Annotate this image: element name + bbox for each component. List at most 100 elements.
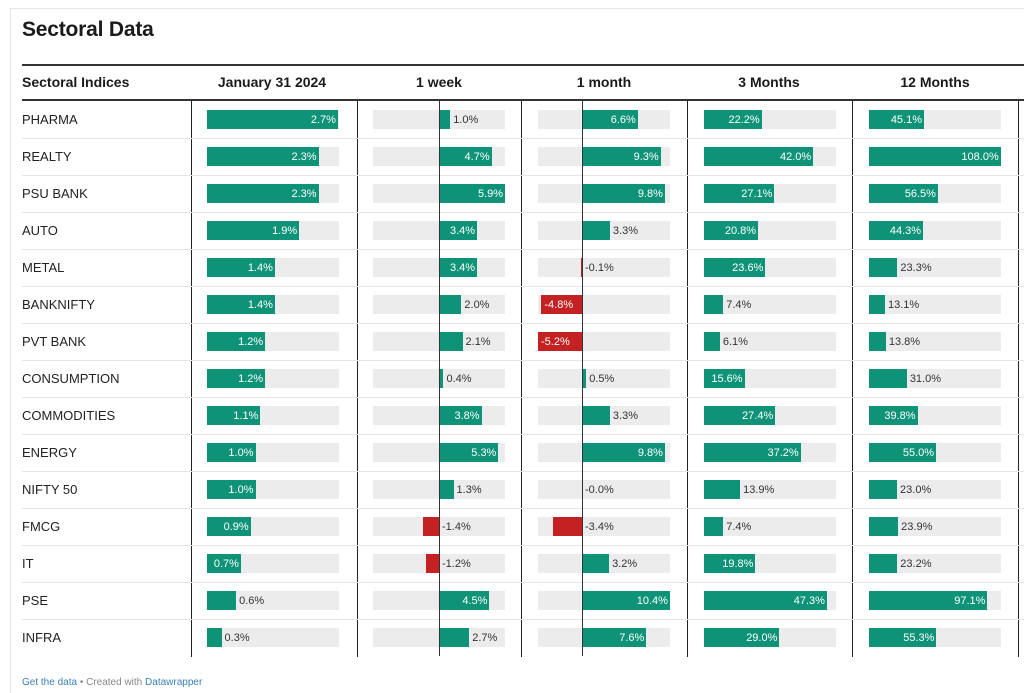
zero-line — [439, 508, 440, 545]
zero-line — [439, 397, 440, 434]
bar-positive — [207, 517, 251, 536]
bar-positive — [869, 406, 918, 425]
value-label: 45.1% — [890, 113, 923, 126]
zero-line — [582, 212, 583, 249]
value-label: 2.7% — [310, 113, 336, 126]
bar-positive — [869, 369, 907, 388]
value-label: 1.3% — [456, 483, 482, 496]
bar-positive — [207, 554, 241, 573]
value-label: 10.4% — [636, 594, 668, 607]
value-label: 3.3% — [612, 409, 638, 422]
row-separator — [22, 286, 1024, 287]
bar-positive — [439, 406, 482, 425]
bar-positive — [869, 184, 938, 203]
bar-positive — [439, 591, 490, 610]
bar-negative — [581, 258, 582, 277]
value-label: 4.7% — [464, 150, 490, 163]
get-data-link[interactable]: Get the data — [22, 677, 78, 688]
value-label: -4.8% — [544, 298, 574, 311]
bar-positive — [704, 480, 741, 499]
value-label: 13.8% — [888, 335, 921, 348]
bar-track — [207, 591, 339, 610]
bar-positive — [582, 221, 610, 240]
row-separator — [22, 471, 1024, 472]
row-separator — [22, 582, 1024, 583]
value-label: 3.2% — [612, 557, 638, 570]
bar-positive — [207, 332, 266, 351]
zero-line — [582, 545, 583, 582]
bar-positive — [582, 110, 638, 129]
bar-positive — [869, 554, 898, 573]
zero-line — [582, 323, 583, 360]
value-label: 7.4% — [726, 520, 752, 533]
value-label: 47.3% — [793, 594, 825, 607]
bar-positive — [439, 443, 499, 462]
row-separator — [22, 360, 1024, 361]
column-divider — [687, 101, 688, 657]
row-separator — [22, 249, 1024, 250]
zero-line — [439, 471, 440, 508]
bar-negative — [423, 517, 439, 536]
zero-line — [439, 360, 440, 397]
bar-positive — [582, 628, 647, 647]
zero-line — [582, 249, 583, 286]
column-header: 1 week — [416, 74, 462, 90]
bar-track — [704, 295, 836, 314]
value-label: 19.8% — [722, 557, 754, 570]
bar-positive — [207, 110, 338, 129]
value-label: 31.0% — [909, 372, 942, 385]
column-header: 1 month — [576, 74, 632, 90]
zero-line — [439, 619, 440, 656]
value-label: 23.9% — [901, 520, 933, 533]
bar-negative — [541, 295, 582, 314]
zero-line — [439, 249, 440, 286]
bar-negative — [553, 517, 582, 536]
header-bottom-rule — [22, 99, 1024, 101]
bar-positive — [207, 258, 275, 277]
value-label: 2.1% — [465, 335, 491, 348]
zero-line — [582, 619, 583, 656]
value-label: 22.2% — [728, 113, 760, 126]
bar-positive — [869, 110, 925, 129]
row-label: IT — [22, 555, 34, 571]
zero-line — [439, 212, 440, 249]
row-label: AUTO — [22, 222, 58, 238]
bar-positive — [439, 295, 462, 314]
zero-line — [439, 545, 440, 582]
row-label: PHARMA — [22, 111, 78, 127]
bar-positive — [207, 295, 275, 314]
bar-positive — [704, 295, 724, 314]
column-header: 3 Months — [738, 74, 800, 90]
footer: Get the data • Created with Datawrapper — [22, 677, 202, 688]
bar-positive — [439, 628, 470, 647]
value-label: 2.3% — [291, 187, 317, 200]
chart-title: Sectoral Data — [22, 18, 154, 41]
bar-positive — [869, 517, 899, 536]
value-label: 23.0% — [900, 483, 932, 496]
bar-positive — [582, 369, 587, 388]
value-label: 44.3% — [889, 224, 922, 237]
column-divider — [852, 101, 853, 657]
row-label: BANKNIFTY — [22, 296, 95, 312]
bar-positive — [704, 628, 780, 647]
bar-track — [207, 628, 339, 647]
bar-positive — [439, 147, 492, 166]
zero-line — [439, 434, 440, 471]
value-label: 1.0% — [453, 113, 479, 126]
column-header: 12 Months — [900, 74, 970, 90]
column-divider — [1018, 101, 1019, 657]
bar-positive — [704, 147, 814, 166]
row-separator — [22, 434, 1024, 435]
bar-positive — [704, 332, 720, 351]
row-separator — [22, 175, 1024, 176]
bar-positive — [704, 591, 827, 610]
column-divider — [357, 101, 358, 657]
bar-positive — [704, 406, 776, 425]
datawrapper-link[interactable]: Datawrapper — [145, 677, 203, 688]
value-label: 37.2% — [767, 446, 799, 459]
bar-track — [538, 258, 670, 277]
value-label: 23.3% — [900, 261, 932, 274]
column-header: Sectoral Indices — [22, 74, 130, 90]
bar-track — [538, 369, 670, 388]
value-label: 13.9% — [743, 483, 775, 496]
